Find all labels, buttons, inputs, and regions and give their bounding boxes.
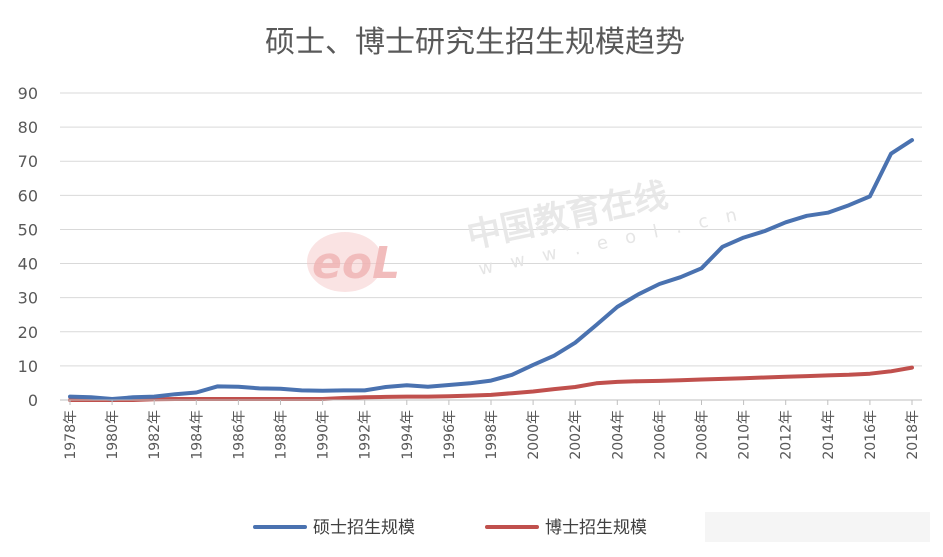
x-tick-label: 1978年 [63,410,79,460]
x-tick-label: 2008年 [695,410,711,460]
watermark-logo: eoL [312,238,400,289]
legend-label: 博士招生规模 [545,518,647,538]
blurred-region [705,512,930,542]
x-tick-label: 1980年 [105,410,121,460]
y-tick-label: 90 [18,84,38,103]
x-tick-label: 1998年 [484,410,500,460]
x-tick-label: 2010年 [737,410,753,460]
watermark-logo-icon [307,232,383,292]
y-tick-label: 80 [18,118,38,137]
y-tick-label: 50 [18,220,38,239]
series-line [68,138,914,401]
x-tick-label: 1992年 [358,410,374,460]
x-tick-label: 2002年 [568,410,584,460]
x-tick-label: 2012年 [779,410,795,460]
gridlines [60,92,922,367]
x-tick-label: 1996年 [442,410,458,460]
y-tick-label: 10 [18,357,38,376]
watermark: eoL 中国教育在线 w w w . e o l . c n [307,175,745,292]
series-lines [68,138,914,402]
y-tick-label: 30 [18,289,38,308]
y-tick-label: 60 [18,186,38,205]
x-tick-label: 2000年 [526,410,542,460]
x-tick-label: 1982年 [147,410,163,460]
y-tick-label: 20 [18,323,38,342]
y-tick-label: 40 [18,255,38,274]
x-tick-label: 1984年 [189,410,205,460]
y-tick-label: 0 [28,391,38,410]
x-tick-label: 1990年 [316,410,332,460]
x-tick-label: 1988年 [274,410,290,460]
y-axis-ticks: 0 10 20 30 40 50 60 70 80 90 [18,84,38,410]
x-tick-label: 2006年 [652,410,668,460]
legend-label: 硕士招生规模 [313,518,415,538]
legend: 硕士招生规模 博士招生规模 [253,518,647,538]
x-axis-ticks: 1978年 1980年 1982年 1984年 1986年 1988年 1990年 1992年… [63,400,921,460]
y-tick-label: 70 [18,152,38,171]
x-tick-label: 1994年 [400,410,416,460]
x-tick-label: 1986年 [231,410,247,460]
x-tick-label: 2016年 [863,410,879,460]
x-tick-label: 2004年 [610,410,626,460]
chart-title: 硕士、博士研究生招生规模趋势 [265,25,685,60]
series-line [68,365,914,402]
x-tick-label: 2014年 [821,410,837,460]
x-tick-label: 2018年 [905,410,921,460]
